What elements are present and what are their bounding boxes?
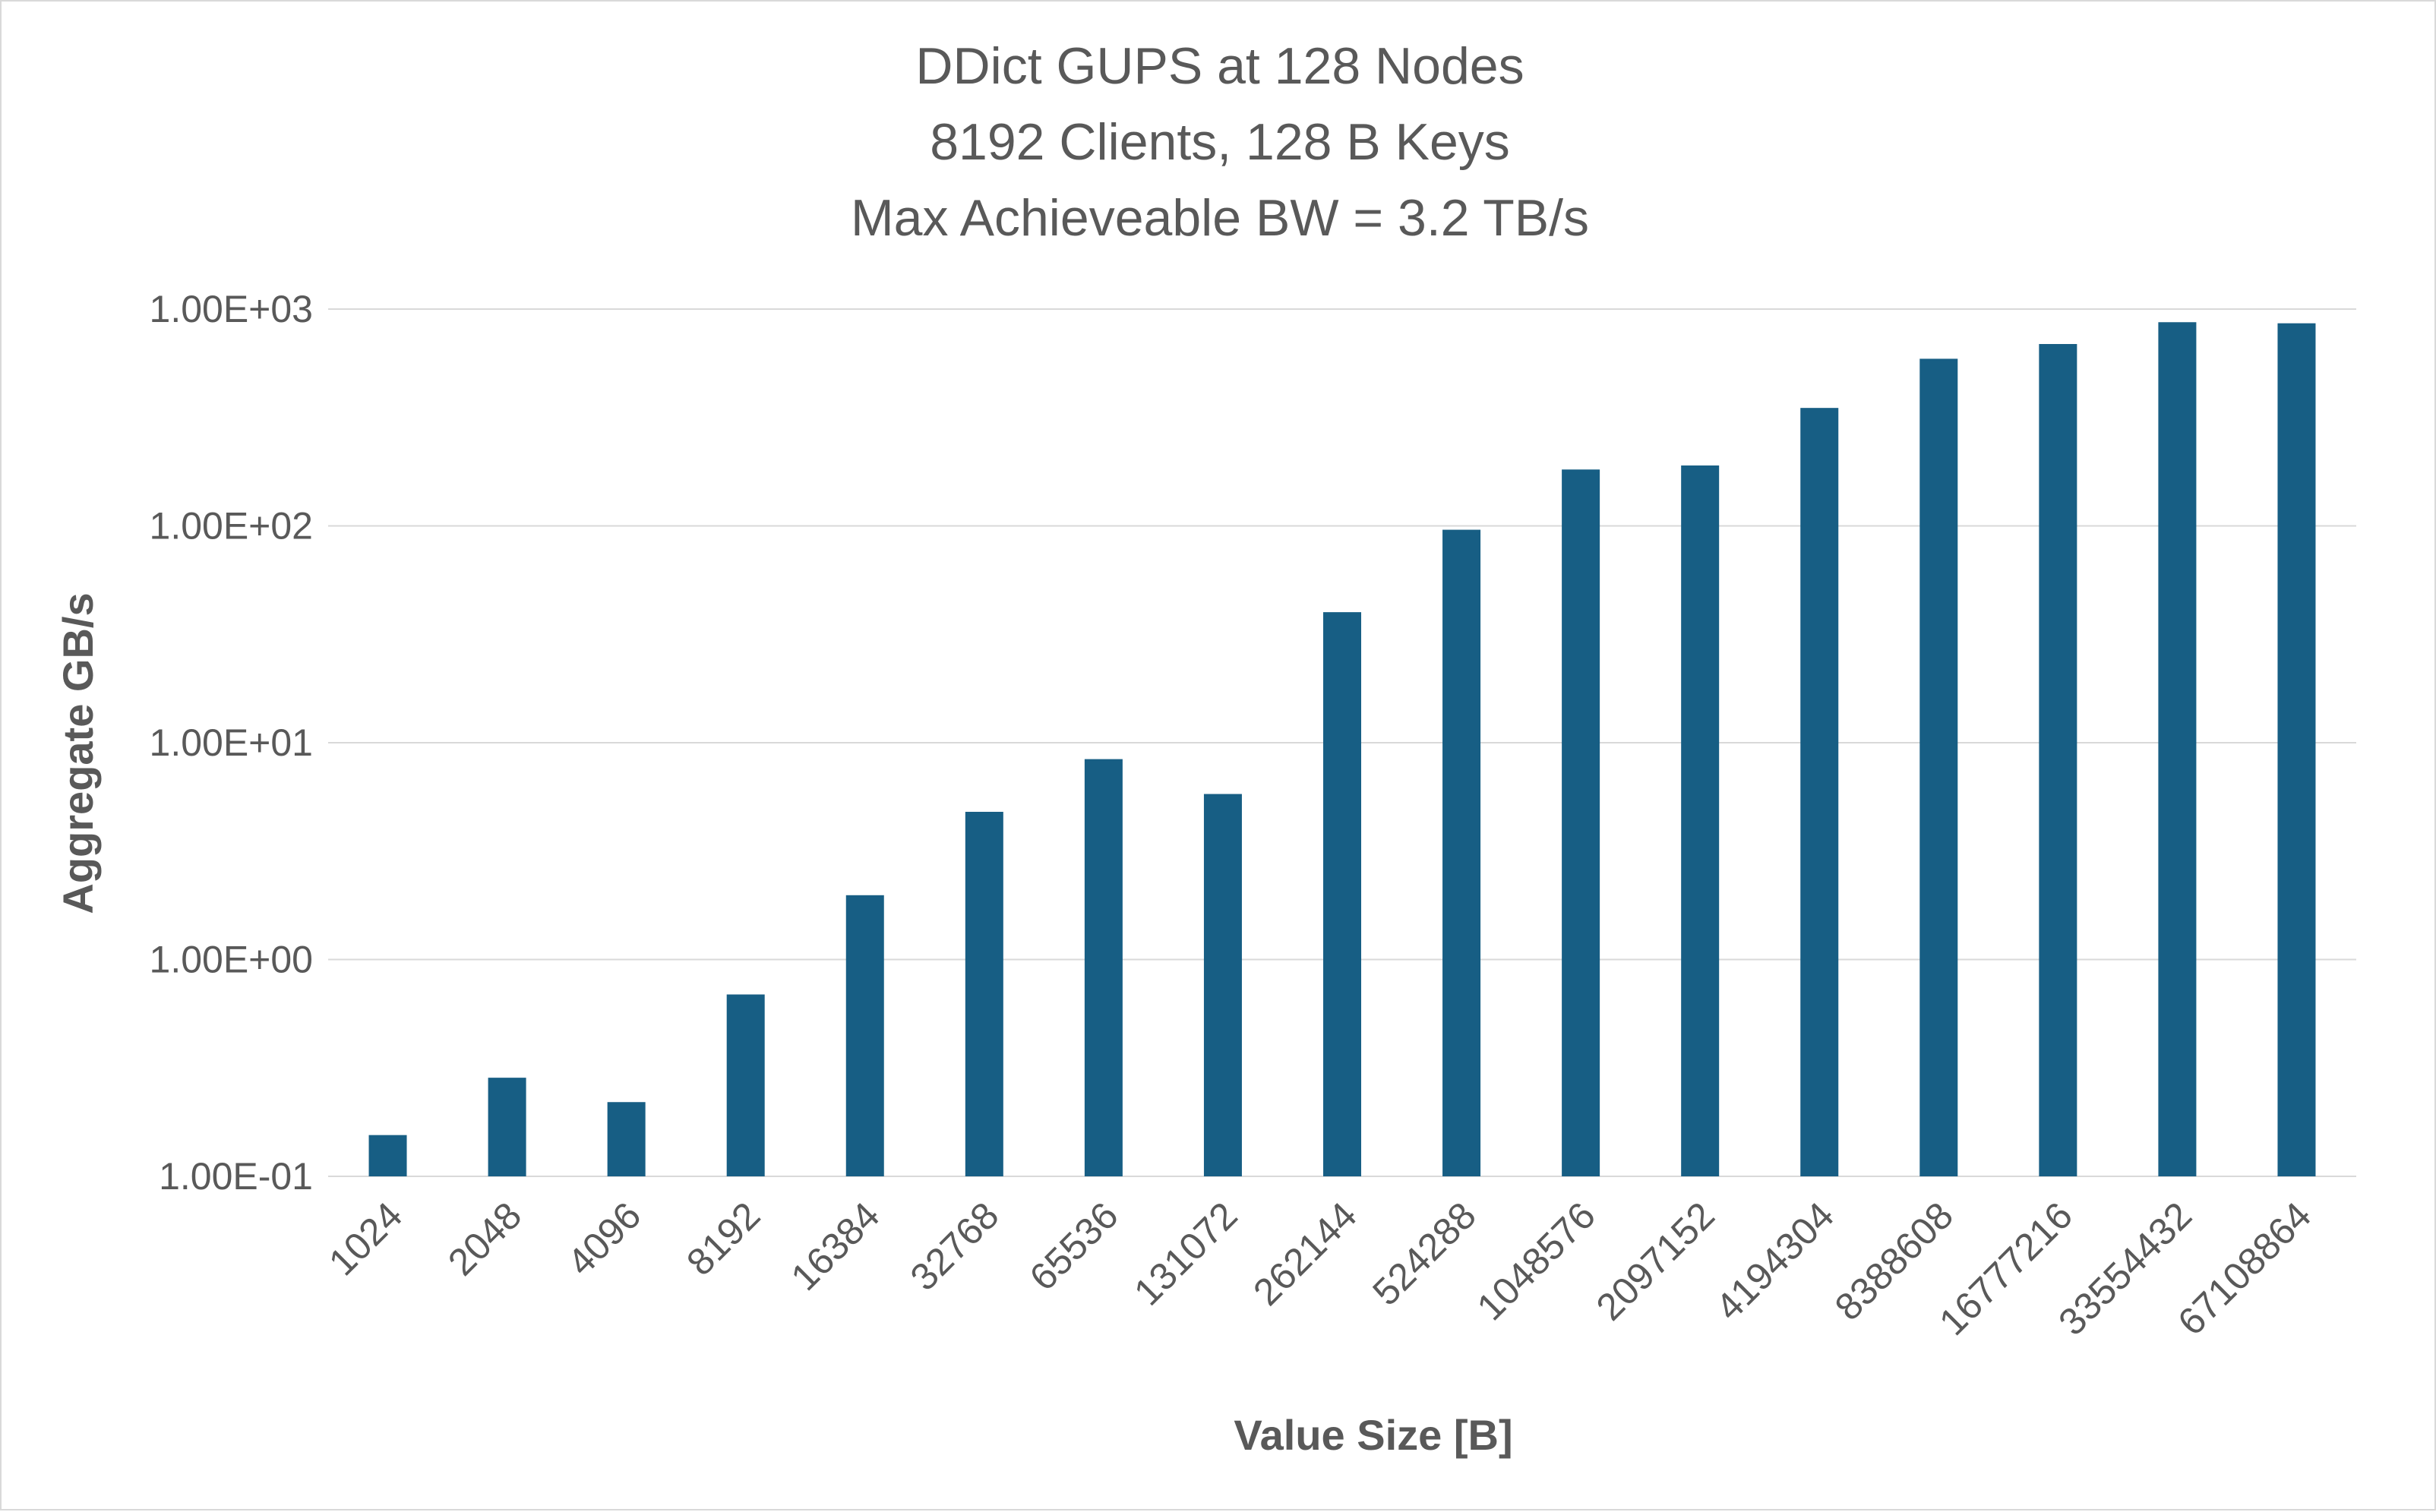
x-tick-label: 4096 (559, 1194, 649, 1283)
bars (368, 322, 2316, 1177)
x-tick-label: 32768 (902, 1194, 1007, 1299)
x-tick-label: 4194304 (1708, 1194, 1842, 1328)
x-tick-label: 8192 (678, 1194, 768, 1283)
x-axis-tick-labels: 1024 2048 4096 8192 16384 32768 65536 131072 262… (321, 1194, 2319, 1343)
y-tick-label: 1.00E+03 (150, 288, 313, 330)
bar (845, 895, 884, 1176)
bar (1562, 469, 1600, 1176)
y-axis-tick-labels: 1.00E-01 1.00E+00 1.00E+01 1.00E+02 1.00E+03 (150, 288, 313, 1198)
chart-title: DDict GUPS at 128 Nodes 8192 Clients, 12… (851, 37, 1589, 247)
bar (1442, 529, 1481, 1176)
x-tick-label: 1024 (321, 1194, 410, 1283)
x-tick-label: 131072 (1126, 1194, 1246, 1314)
x-tick-label: 2097152 (1588, 1194, 1723, 1328)
x-tick-label: 65536 (1022, 1194, 1126, 1299)
bar (1681, 465, 1720, 1176)
x-tick-label: 2048 (440, 1194, 529, 1283)
x-tick-label: 524288 (1364, 1194, 1484, 1314)
bar (488, 1078, 526, 1176)
bar (2277, 323, 2316, 1176)
y-axis-title: Aggregate GB/s (54, 592, 102, 914)
y-tick-label: 1.00E-01 (159, 1155, 313, 1198)
y-tick-label: 1.00E+01 (150, 721, 313, 764)
x-tick-label: 262144 (1245, 1194, 1365, 1314)
title-line-2: 8192 Clients, 128 B Keys (930, 113, 1510, 171)
bar (965, 812, 1003, 1176)
bar (726, 994, 765, 1176)
bar (607, 1102, 646, 1176)
title-line-3: Max Achieveable BW = 3.2 TB/s (851, 189, 1589, 247)
bar (1323, 612, 1361, 1176)
y-tick-label: 1.00E+00 (150, 939, 313, 981)
bar (368, 1135, 407, 1176)
x-axis-title: Value Size [B] (1234, 1411, 1512, 1459)
bar (1800, 408, 1839, 1176)
title-line-1: DDict GUPS at 128 Nodes (915, 37, 1524, 95)
y-tick-label: 1.00E+02 (150, 505, 313, 548)
bar (2039, 344, 2077, 1177)
x-tick-label: 1048576 (1469, 1194, 1603, 1328)
bar (2158, 322, 2197, 1177)
x-tick-label: 16384 (783, 1194, 888, 1299)
bar (1203, 794, 1242, 1176)
bar (1919, 358, 1958, 1176)
bar (1084, 759, 1123, 1176)
